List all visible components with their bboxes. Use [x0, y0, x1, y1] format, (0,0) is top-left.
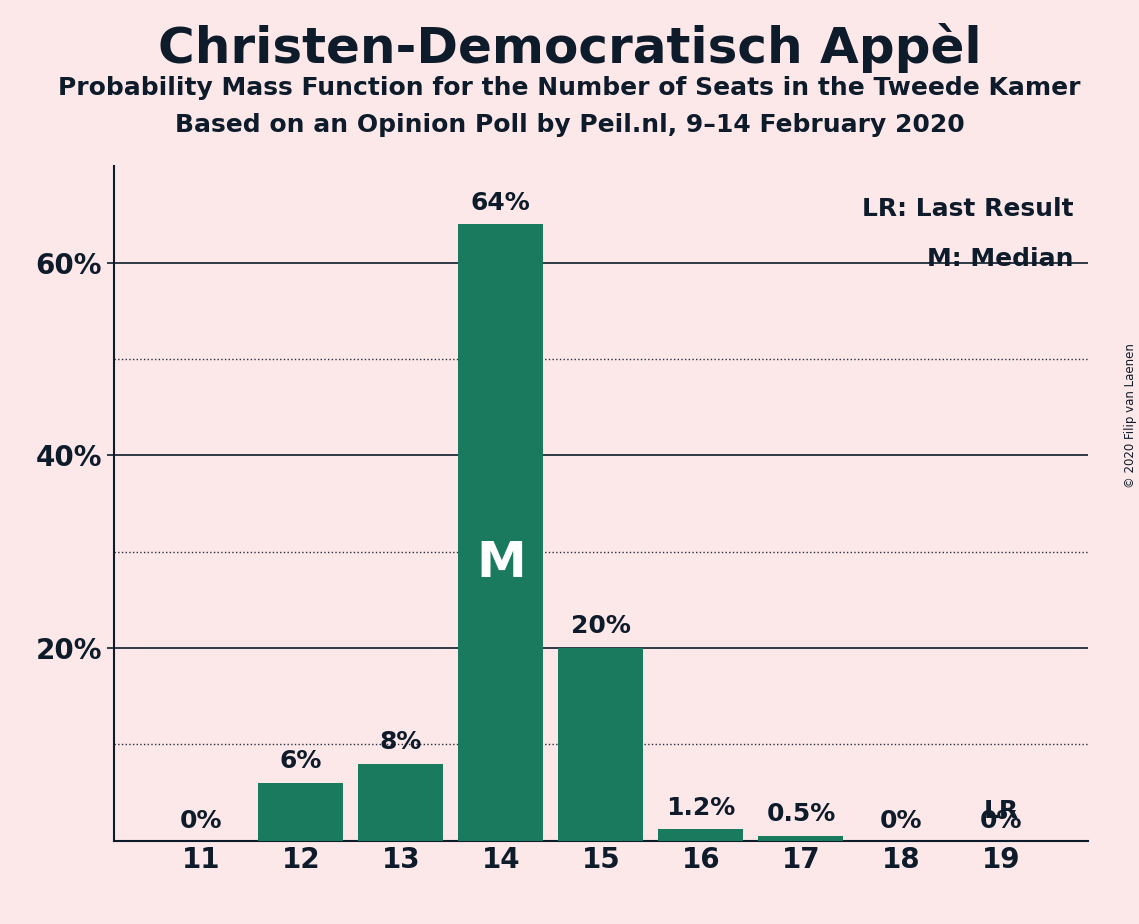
Text: Based on an Opinion Poll by Peil.nl, 9–14 February 2020: Based on an Opinion Poll by Peil.nl, 9–1… — [174, 113, 965, 137]
Text: 20%: 20% — [571, 614, 631, 638]
Text: LR: Last Result: LR: Last Result — [861, 197, 1073, 221]
Text: Christen-Democratisch Appèl: Christen-Democratisch Appèl — [157, 23, 982, 73]
Bar — [558, 648, 644, 841]
Text: 8%: 8% — [379, 730, 421, 754]
Bar — [658, 829, 744, 841]
Text: 0%: 0% — [180, 809, 222, 833]
Text: M: M — [476, 540, 526, 588]
Text: 1.2%: 1.2% — [666, 796, 736, 820]
Bar — [359, 764, 443, 841]
Text: LR: LR — [983, 799, 1018, 823]
Text: 0.5%: 0.5% — [767, 802, 836, 826]
Text: 0%: 0% — [980, 809, 1022, 833]
Text: Probability Mass Function for the Number of Seats in the Tweede Kamer: Probability Mass Function for the Number… — [58, 76, 1081, 100]
Text: M: Median: M: Median — [927, 248, 1073, 272]
Text: 6%: 6% — [279, 749, 322, 773]
Text: 0%: 0% — [879, 809, 923, 833]
Bar — [259, 783, 343, 841]
Bar — [458, 225, 543, 841]
Bar — [759, 836, 843, 841]
Text: 64%: 64% — [470, 190, 531, 214]
Text: © 2020 Filip van Laenen: © 2020 Filip van Laenen — [1124, 344, 1137, 488]
